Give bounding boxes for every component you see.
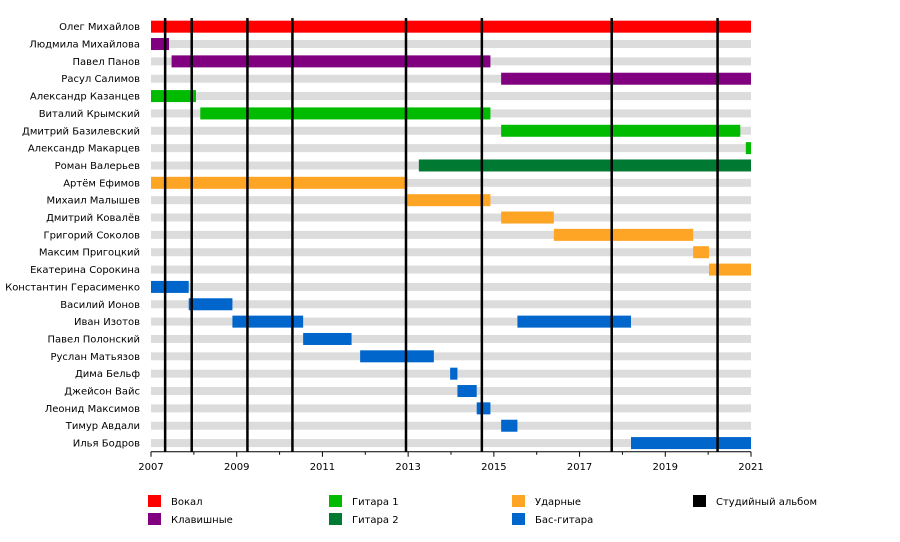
member-bar-bass — [450, 367, 458, 380]
legend-label-album: Студийный альбом — [716, 497, 817, 508]
member-name: Илья Бодров — [73, 439, 140, 450]
member-name: Артём Ефимов — [63, 178, 140, 189]
member-name: Екатерина Сорокина — [30, 265, 140, 276]
row-stripe — [151, 282, 751, 291]
member-name: Константин Герасименко — [5, 282, 140, 293]
tick-label: 2013 — [395, 462, 420, 473]
row-stripe — [151, 213, 751, 222]
member-name: Руслан Матьязов — [50, 352, 140, 363]
member-name: Джейсон Вайс — [64, 387, 140, 398]
member-name: Леонид Максимов — [45, 404, 140, 415]
member-bar-bass — [517, 315, 631, 328]
tick-label: 2007 — [138, 462, 163, 473]
member-name: Дмитрий Ковалёв — [46, 213, 140, 224]
member-bar-keys — [171, 55, 491, 68]
legend-label-guitar1: Гитара 1 — [352, 497, 399, 508]
member-name: Александр Казанцев — [30, 92, 140, 103]
member-bar-bass — [303, 332, 352, 345]
member-bar-drums — [553, 228, 694, 241]
member-name: Виталий Крымский — [39, 109, 140, 120]
row-stripe — [151, 387, 751, 396]
member-bar-drums — [501, 211, 554, 224]
row-stripe — [151, 74, 751, 83]
member-bar-bass — [631, 437, 751, 450]
row-stripe — [151, 300, 751, 309]
member-name: Василий Ионов — [60, 300, 140, 311]
row-stripe — [151, 404, 751, 413]
row-stripe — [151, 421, 751, 430]
row-stripe — [151, 439, 751, 448]
member-bar-guitar1 — [745, 142, 751, 155]
row-stripe — [151, 265, 751, 274]
row-stripe — [151, 334, 751, 343]
member-bar-guitar1 — [200, 107, 491, 120]
member-name: Иван Изотов — [74, 317, 140, 328]
member-bar-drums — [151, 176, 408, 189]
legend: Вокал Клавишные Гитара 1 Гитара 2 Ударные Бас… — [148, 495, 817, 526]
member-name: Александр Макарцев — [28, 144, 140, 155]
member-bar-guitar2 — [418, 159, 751, 172]
member-name: Григорий Соколов — [43, 230, 140, 241]
member-name: Дмитрий Базилевский — [22, 126, 140, 137]
member-bar-bass — [457, 385, 477, 398]
member-bar-guitar1 — [501, 124, 741, 137]
legend-label-bass: Бас-гитара — [535, 515, 593, 526]
member-bar-drums — [407, 194, 491, 207]
member-bar-drums — [693, 246, 709, 259]
member-names: Олег Михайлов Людмила Михайлова Павел Пано… — [5, 22, 140, 449]
legend-swatch-guitar2 — [329, 513, 342, 525]
album-lines — [163, 18, 719, 452]
member-bar-bass — [501, 419, 518, 432]
member-name: Тимур Авдали — [65, 421, 140, 432]
member-name: Максим Пригоцкий — [39, 248, 140, 259]
member-bar-bass — [232, 315, 304, 328]
legend-label-vocals: Вокал — [171, 497, 203, 508]
member-bars — [151, 20, 751, 450]
legend-label-guitar2: Гитара 2 — [352, 515, 399, 526]
member-name: Михаил Малышев — [47, 196, 141, 207]
row-stripes — [151, 22, 751, 448]
tick-label: 2019 — [653, 462, 678, 473]
legend-label-drums: Ударные — [535, 497, 581, 508]
row-stripe — [151, 40, 751, 49]
member-name: Павел Полонский — [48, 334, 141, 345]
row-stripe — [151, 317, 751, 326]
member-name: Расул Салимов — [61, 74, 140, 85]
tick-label: 2015 — [481, 462, 506, 473]
row-stripe — [151, 144, 751, 153]
row-stripe — [151, 352, 751, 361]
legend-swatch-vocals — [148, 495, 161, 507]
legend-swatch-drums — [512, 495, 525, 507]
member-bar-bass — [151, 280, 189, 293]
legend-label-keys: Клавишные — [171, 515, 233, 526]
member-bar-bass — [476, 402, 491, 415]
row-stripe — [151, 178, 751, 187]
row-stripe — [151, 230, 751, 239]
legend-swatch-bass — [512, 513, 525, 525]
legend-swatch-album — [693, 495, 706, 507]
tick-label: 2011 — [310, 462, 335, 473]
row-stripe — [151, 126, 751, 135]
member-bar-bass — [188, 298, 233, 311]
member-name: Олег Михайлов — [59, 22, 140, 33]
member-bar-drums — [709, 263, 751, 276]
member-name: Роман Валерьев — [55, 161, 140, 172]
tick-label: 2009 — [224, 462, 249, 473]
row-stripe — [151, 248, 751, 257]
tick-label: 2021 — [738, 462, 763, 473]
member-name: Павел Панов — [73, 57, 141, 68]
legend-swatch-keys — [148, 513, 161, 525]
member-bar-guitar1 — [151, 90, 196, 103]
member-bar-vocals — [151, 20, 751, 33]
tick-label: 2017 — [567, 462, 592, 473]
row-stripe — [151, 92, 751, 101]
legend-swatch-guitar1 — [329, 495, 342, 507]
x-axis: 2007 2009 2011 2013 2015 2017 2019 2021 — [138, 451, 764, 473]
member-bar-keys — [501, 72, 751, 85]
member-name: Дима Бельф — [75, 369, 140, 380]
member-bar-bass — [360, 350, 434, 363]
member-name: Людмила Михайлова — [29, 40, 140, 51]
